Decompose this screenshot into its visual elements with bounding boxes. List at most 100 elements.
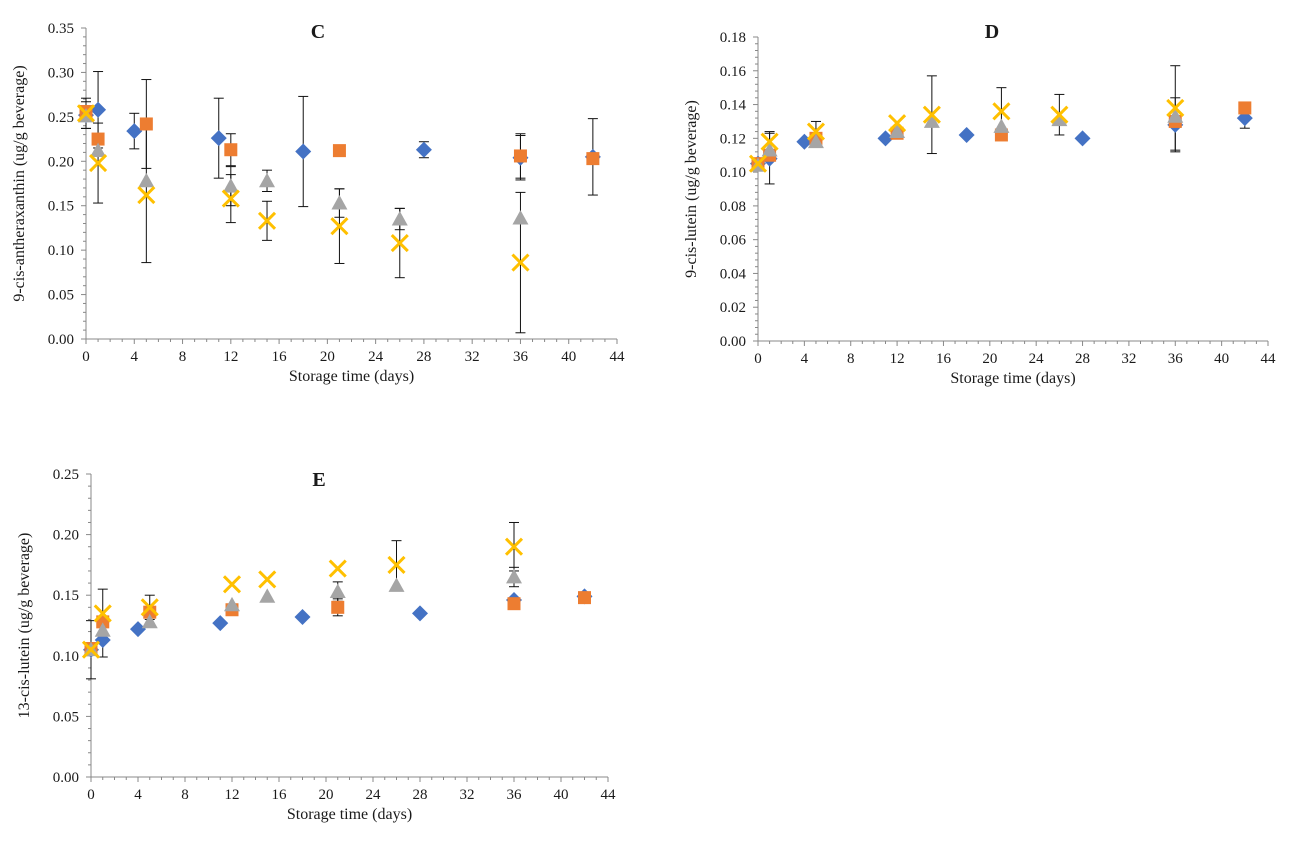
x-tick-label: 20 xyxy=(320,349,335,365)
y-tick-label: 0.20 xyxy=(48,154,74,170)
y-tick-label: 0.15 xyxy=(48,199,74,215)
data-point-series-1 xyxy=(412,605,428,622)
x-tick-label: 0 xyxy=(82,349,90,365)
data-point-series-2 xyxy=(91,132,105,146)
x-tick-label: 44 xyxy=(610,349,626,365)
data-point-series-3 xyxy=(222,178,239,193)
data-point-series-3 xyxy=(993,118,1010,133)
y-tick-label: 0.10 xyxy=(48,243,74,259)
x-tick-label: 44 xyxy=(1261,351,1277,367)
x-tick-label: 28 xyxy=(413,787,428,803)
x-tick-label: 36 xyxy=(1168,351,1184,367)
x-tick-label: 40 xyxy=(554,787,569,803)
y-tick-label: 0.10 xyxy=(720,165,746,181)
data-point-series-1 xyxy=(415,141,432,158)
data-point-series-3 xyxy=(506,569,522,584)
x-tick-label: 28 xyxy=(416,349,431,365)
data-point-series-2 xyxy=(139,117,153,131)
x-tick-label: 4 xyxy=(134,787,142,803)
data-point-series-4 xyxy=(748,154,768,173)
x-tick-label: 24 xyxy=(1029,351,1045,367)
data-point-series-3 xyxy=(138,172,155,188)
x-tick-label: 32 xyxy=(465,349,480,365)
x-tick-label: 24 xyxy=(366,787,382,803)
data-point-series-3 xyxy=(259,588,276,603)
data-point-series-1 xyxy=(877,130,894,147)
data-point-series-4 xyxy=(888,114,907,133)
data-point-series-2 xyxy=(331,600,345,614)
x-tick-label: 4 xyxy=(131,349,139,365)
data-point-series-1 xyxy=(212,615,229,632)
y-tick-label: 0.25 xyxy=(53,467,79,483)
panel-letter: C xyxy=(311,21,325,43)
data-point-series-1 xyxy=(295,143,312,160)
y-tick-label: 0.20 xyxy=(53,528,79,544)
y-tick-label: 0.14 xyxy=(720,98,747,114)
x-tick-label: 24 xyxy=(368,349,384,365)
y-tick-label: 0.05 xyxy=(53,709,79,725)
y-tick-label: 0.00 xyxy=(48,332,74,348)
data-point-series-3 xyxy=(331,195,348,210)
data-point-series-4 xyxy=(328,559,347,578)
x-tick-label: 12 xyxy=(890,351,905,367)
y-tick-label: 0.30 xyxy=(48,65,74,81)
data-point-series-4 xyxy=(222,575,242,594)
data-point-series-3 xyxy=(391,211,408,226)
x-tick-label: 8 xyxy=(181,787,189,803)
y-tick-label: 0.08 xyxy=(720,199,746,215)
data-point-series-3 xyxy=(761,142,778,157)
x-tick-label: 16 xyxy=(272,787,288,803)
data-point-series-4 xyxy=(806,122,826,141)
x-axis-title: Storage time (days) xyxy=(287,806,412,823)
x-tick-label: 16 xyxy=(936,351,952,367)
x-axis-title: Storage time (days) xyxy=(950,370,1075,387)
y-tick-label: 0.00 xyxy=(720,334,746,350)
data-point-series-1 xyxy=(294,609,311,626)
data-point-series-3 xyxy=(923,113,940,128)
x-tick-label: 8 xyxy=(847,351,855,367)
x-tick-label: 36 xyxy=(513,349,529,365)
y-tick-label: 0.05 xyxy=(48,288,74,304)
x-tick-label: 12 xyxy=(225,787,240,803)
data-point-series-3 xyxy=(889,123,906,138)
data-point-series-4 xyxy=(922,105,941,124)
data-point-series-3 xyxy=(1051,111,1068,127)
y-axis-title: 9-cis-lutein (ug/g beverage) xyxy=(683,100,700,278)
data-point-series-4 xyxy=(1050,105,1069,124)
x-tick-label: 4 xyxy=(801,351,809,367)
x-tick-label: 0 xyxy=(754,351,762,367)
x-tick-label: 8 xyxy=(179,349,187,365)
y-tick-label: 0.35 xyxy=(48,21,74,37)
data-point-series-4 xyxy=(390,233,409,253)
y-tick-label: 0.16 xyxy=(720,64,747,80)
data-point-series-3 xyxy=(94,622,111,637)
y-tick-label: 0.25 xyxy=(48,110,74,126)
data-point-series-2 xyxy=(586,152,600,166)
data-point-series-3 xyxy=(512,210,529,225)
panel-letter: E xyxy=(312,469,325,491)
data-point-series-4 xyxy=(140,598,159,617)
chart-panel-c: 0 4 8 12 16 20 24 28 32 36 40 44 0.00 0.05 0.10 0.15 0.2… xyxy=(11,21,625,385)
y-tick-label: 0.18 xyxy=(720,30,746,46)
x-tick-label: 28 xyxy=(1075,351,1090,367)
data-point-series-1 xyxy=(958,126,975,143)
data-point-series-2 xyxy=(1238,101,1252,115)
data-point-series-3 xyxy=(329,583,346,598)
data-point-series-3 xyxy=(90,142,107,158)
data-point-series-4 xyxy=(387,555,406,574)
data-point-series-3 xyxy=(141,613,158,629)
data-point-series-3 xyxy=(224,596,240,612)
y-axis-title: 9-cis-antheraxanthin (ug/g beverage) xyxy=(11,65,28,301)
chart-panel-e: 0 4 8 12 16 20 24 28 32 36 40 44 0.00 0.05 0.10 0.15 0.2… xyxy=(16,467,616,823)
y-tick-label: 0.02 xyxy=(720,300,746,316)
data-point-series-2 xyxy=(332,144,346,158)
y-tick-label: 0.12 xyxy=(720,131,746,147)
data-point-series-4 xyxy=(76,104,96,123)
data-point-series-2 xyxy=(513,149,527,163)
x-tick-label: 40 xyxy=(561,349,576,365)
data-point-series-3 xyxy=(807,133,824,149)
data-point-series-3 xyxy=(388,577,405,592)
y-tick-label: 0.04 xyxy=(720,266,747,282)
data-point-series-4 xyxy=(330,217,349,236)
